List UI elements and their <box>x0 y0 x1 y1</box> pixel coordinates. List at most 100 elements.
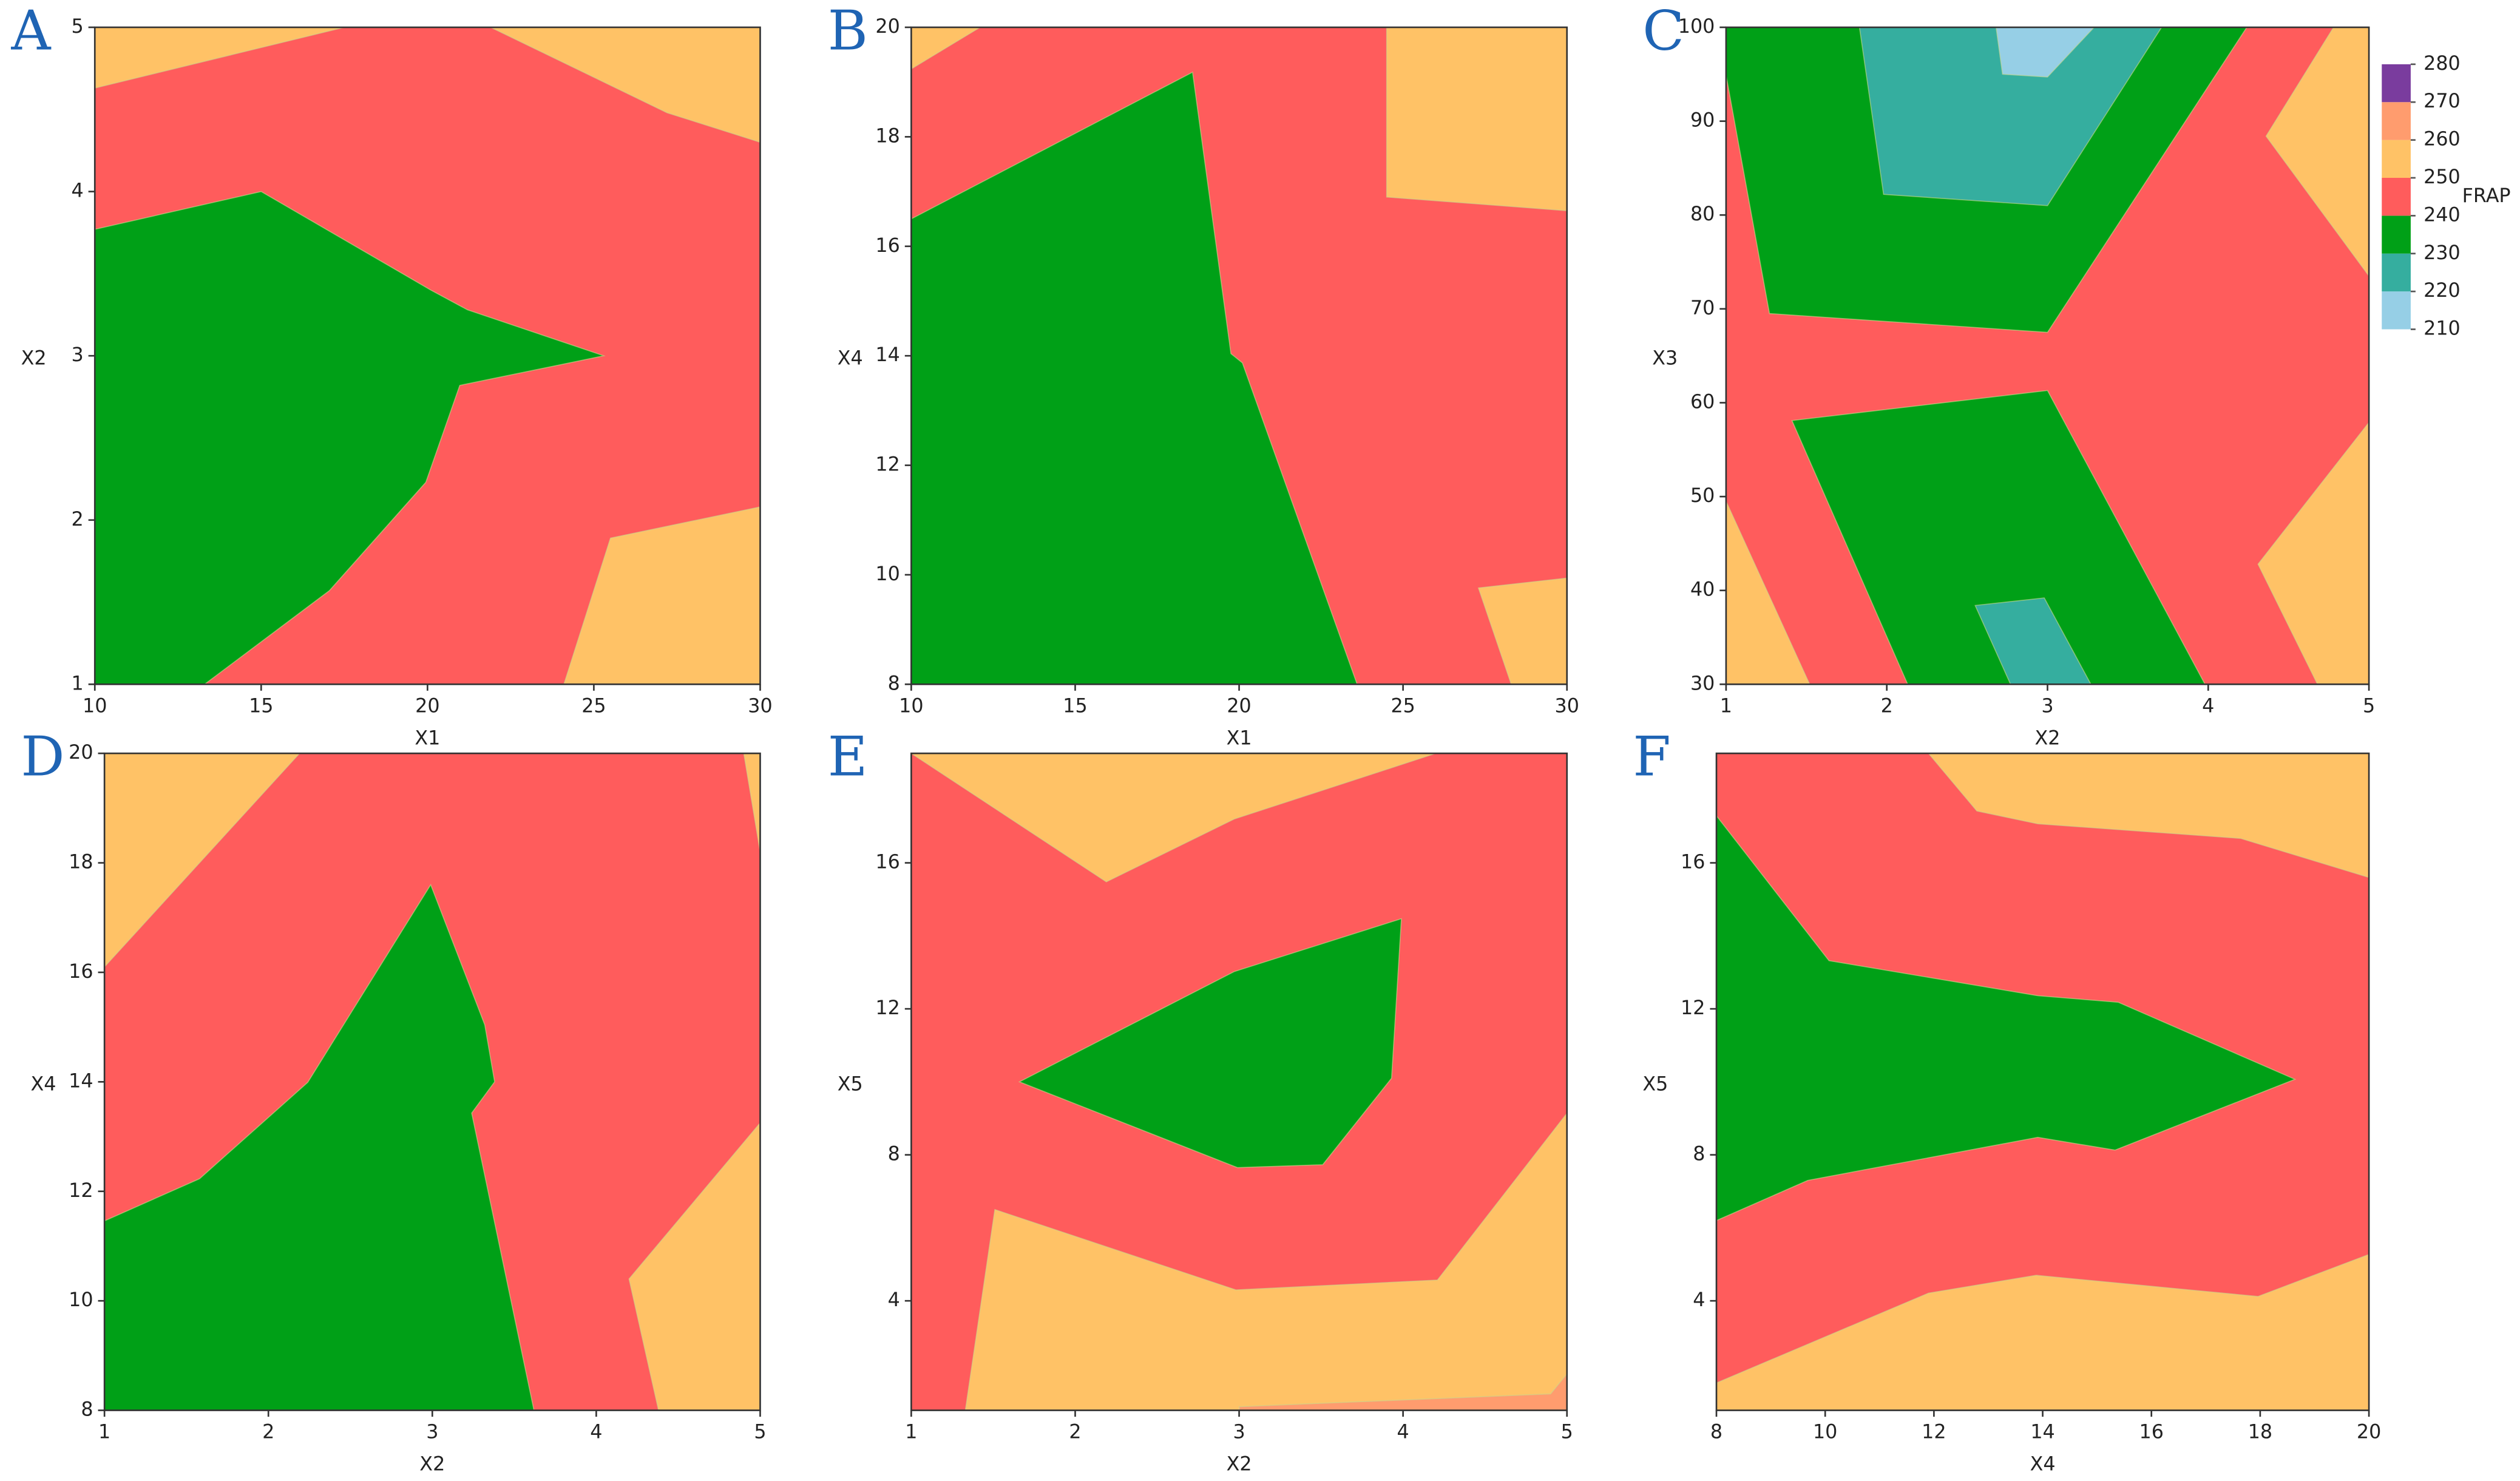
y-tick-label: 1 <box>71 673 83 694</box>
y-axis-label: X2 <box>21 347 47 369</box>
panel-letter: F <box>1633 725 1670 789</box>
y-tick-label: 20 <box>69 742 93 764</box>
y-tick-label: 16 <box>1681 852 1705 873</box>
colorbar-band <box>2382 253 2411 292</box>
plot-frame <box>1715 752 2370 1411</box>
y-tick-label: 18 <box>875 125 899 147</box>
x-tick-label: 20 <box>2357 1422 2381 1443</box>
y-tick-label: 4 <box>888 1289 900 1311</box>
x-tick-label: 2 <box>1069 1422 1081 1443</box>
colorbar-band <box>2382 177 2411 216</box>
contour-region <box>1018 918 1402 1168</box>
colorbar-tick-label: 230 <box>2423 242 2461 264</box>
y-tick-label: 80 <box>1690 203 1715 225</box>
x-tick-label: 10 <box>1813 1422 1837 1443</box>
panel: 8 10 12 14 16 18 20 4 8 12 16 X4 X5 F <box>1633 725 2381 1476</box>
y-tick-label: 4 <box>71 180 83 202</box>
contour-region <box>94 191 606 685</box>
x-tick-label: 12 <box>1922 1422 1946 1443</box>
y-axis-label: X4 <box>31 1074 56 1096</box>
x-tick-label: 1 <box>1720 695 1732 717</box>
panel-letter: C <box>1642 0 1684 63</box>
y-tick-label: 18 <box>69 852 93 873</box>
y-tick-label: 10 <box>69 1289 93 1311</box>
y-tick-label: 12 <box>875 454 899 476</box>
x-tick-label: 15 <box>1063 695 1087 717</box>
x-tick-label: 25 <box>581 695 606 717</box>
panel-letter: D <box>21 725 64 789</box>
x-tick-label: 2 <box>1881 695 1893 717</box>
colorbar-title: FRAP <box>2462 185 2511 207</box>
x-tick-label: 15 <box>249 695 273 717</box>
panel-letter: A <box>11 0 52 63</box>
y-tick-label: 50 <box>1690 485 1715 507</box>
colorbar-tick-label: 250 <box>2423 166 2461 188</box>
x-tick-label: 14 <box>2030 1422 2054 1443</box>
x-axis-label: X2 <box>419 1454 445 1476</box>
x-tick-label: 16 <box>2139 1422 2164 1443</box>
y-axis-label: X5 <box>838 1074 863 1096</box>
x-axis-label: X2 <box>2035 727 2061 749</box>
colorbar-band <box>2382 102 2411 140</box>
y-tick-label: 70 <box>1690 297 1715 319</box>
x-tick-label: 5 <box>1561 1422 1573 1443</box>
contour-region <box>1716 814 2297 1222</box>
y-tick-label: 16 <box>875 235 899 257</box>
y-tick-label: 60 <box>1690 391 1715 413</box>
y-tick-label: 16 <box>875 852 899 873</box>
x-axis-label: X2 <box>1227 1454 1252 1476</box>
panel-letter: B <box>828 0 868 63</box>
x-tick-label: 5 <box>754 1422 766 1443</box>
y-tick-label: 8 <box>888 673 900 694</box>
x-tick-label: 1 <box>905 1422 917 1443</box>
x-axis-label: X4 <box>2030 1454 2056 1476</box>
y-tick-label: 16 <box>69 961 93 983</box>
colorbar-tick-label: 270 <box>2423 90 2461 112</box>
y-tick-label: 12 <box>69 1180 93 1202</box>
x-tick-label: 4 <box>590 1422 602 1443</box>
x-tick-label: 25 <box>1390 695 1415 717</box>
y-axis-label: X5 <box>1642 1074 1668 1096</box>
x-tick-label: 8 <box>1710 1422 1722 1443</box>
x-tick-label: 2 <box>262 1422 274 1443</box>
plot-frame <box>910 752 1568 1411</box>
colorbar-tick-label: 240 <box>2423 204 2461 226</box>
x-axis-label: X1 <box>415 727 440 749</box>
y-tick-label: 100 <box>1678 16 1715 38</box>
x-tick-label: 1 <box>98 1422 110 1443</box>
y-tick-label: 12 <box>875 997 899 1019</box>
contour-region <box>104 883 535 1411</box>
y-tick-label: 2 <box>71 509 83 530</box>
colorbar-tick-label: 220 <box>2423 280 2461 302</box>
colorbar-band <box>2382 215 2411 254</box>
x-tick-label: 3 <box>426 1422 438 1443</box>
y-tick-label: 3 <box>71 344 83 366</box>
x-tick-label: 20 <box>415 695 439 717</box>
y-tick-label: 40 <box>1690 579 1715 601</box>
colorbar-tick-label: 260 <box>2423 129 2461 151</box>
x-tick-label: 5 <box>2363 695 2375 717</box>
y-tick-label: 30 <box>1690 673 1715 694</box>
x-tick-label: 10 <box>83 695 107 717</box>
panel-letter: E <box>828 725 868 789</box>
x-tick-label: 3 <box>2041 695 2053 717</box>
y-tick-label: 20 <box>875 16 899 38</box>
y-tick-label: 5 <box>71 16 83 38</box>
y-axis-label: X4 <box>838 347 863 369</box>
y-axis-label: X3 <box>1652 347 1678 369</box>
y-tick-label: 8 <box>888 1144 900 1165</box>
y-tick-label: 12 <box>1681 997 1705 1019</box>
x-axis-label: X1 <box>1227 727 1252 749</box>
x-tick-label: 4 <box>2202 695 2214 717</box>
y-tick-label: 14 <box>875 344 899 366</box>
x-tick-label: 30 <box>1555 695 1579 717</box>
y-tick-label: 8 <box>81 1399 93 1421</box>
x-tick-label: 18 <box>2248 1422 2272 1443</box>
y-tick-label: 4 <box>1693 1289 1705 1311</box>
colorbar-tick-label: 280 <box>2423 53 2461 75</box>
x-tick-label: 4 <box>1397 1422 1409 1443</box>
x-tick-label: 10 <box>899 695 923 717</box>
